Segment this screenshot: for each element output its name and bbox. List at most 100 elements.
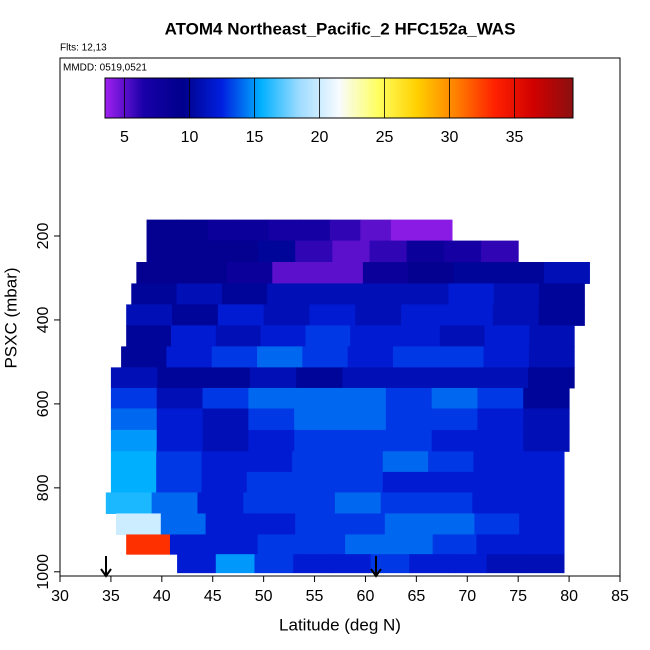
curtain-cell (110, 451, 157, 473)
y-tick-label: 800 (35, 474, 52, 501)
curtain-cell (160, 513, 207, 535)
x-tick-label: 30 (51, 588, 69, 605)
curtain-cell (176, 283, 223, 305)
curtain-cell (329, 219, 361, 242)
curtain-cell (221, 283, 268, 305)
curtain-cell (272, 262, 319, 284)
curtain-cell (294, 408, 341, 431)
curtain-cell (426, 492, 473, 514)
curtain-cell (382, 471, 429, 493)
curtain-cell (523, 387, 570, 410)
curtain-cell (211, 346, 258, 368)
curtain-cell (355, 304, 402, 326)
curtain-cell (384, 513, 431, 535)
curtain-cell (421, 219, 453, 242)
curtain-cell (110, 408, 158, 431)
curtain-cell (299, 219, 331, 242)
curtain-cell (268, 219, 300, 242)
curtain-cell (305, 325, 351, 347)
curtain-cell (493, 283, 540, 305)
curtain-cell (347, 346, 394, 368)
curtain-cell (197, 492, 244, 514)
curtain-cell (294, 387, 341, 410)
curtain-cell (431, 387, 478, 410)
curtain-cell (172, 304, 219, 326)
curtain-cell (529, 325, 575, 347)
curtain-cell (476, 534, 521, 555)
curtain-cell (295, 240, 333, 263)
curtain-cell (519, 513, 565, 535)
curtain-cell (382, 451, 429, 473)
curtain-cell (331, 554, 372, 574)
curtain-cell (523, 408, 570, 431)
chart-title: ATOM4 Northeast_Pacific_2 HFC152a_WAS (165, 19, 516, 38)
curtain-cell (136, 262, 183, 284)
curtain-cell (337, 471, 384, 493)
curtain-cell (483, 346, 530, 368)
curtain-cell (406, 240, 445, 263)
colorbar-tick-label: 10 (181, 129, 199, 146)
curtain-cell (492, 304, 540, 326)
curtain-cell (257, 346, 303, 368)
curtain-cell (342, 367, 390, 389)
curtain-cell (544, 262, 590, 284)
curtain-cell (340, 429, 387, 452)
curtain-cell (254, 554, 294, 574)
curtain-cell (116, 513, 162, 535)
curtain-cell (166, 346, 213, 368)
curtain-cell (403, 283, 449, 305)
curtain-cell (388, 367, 436, 389)
curtain-cell (205, 513, 251, 535)
curtain-cell (477, 429, 524, 452)
curtain-cell (439, 325, 486, 347)
plot-frame (59, 57, 621, 577)
subtitle: Flts: 12,13 (60, 43, 107, 54)
curtain-cell (408, 262, 455, 284)
curtain-cell (370, 554, 410, 574)
curtain-cell (390, 219, 422, 242)
curtain-cell (309, 304, 356, 326)
x-tick-label: 60 (357, 588, 375, 605)
curtain-cell (294, 429, 341, 452)
x-tick-label: 70 (458, 588, 476, 605)
curtain-cell (156, 471, 203, 493)
curtain-cell (213, 534, 259, 555)
curtain-cell (481, 240, 519, 263)
curtain-cell (177, 554, 217, 574)
curtain-cell (105, 492, 153, 514)
curtain-cell (215, 554, 255, 574)
curtain-cell (156, 408, 204, 431)
curtain-cell (126, 325, 172, 347)
curtain-cell (183, 240, 222, 263)
curtain-cell (435, 367, 483, 389)
x-tick-label: 80 (560, 588, 578, 605)
curtain-cell (312, 283, 359, 305)
colorbar-tick-label: 15 (246, 129, 264, 146)
arrow (370, 556, 382, 578)
curtain-cell (429, 513, 475, 535)
curtain-cell (181, 262, 228, 284)
curtain-cell (385, 387, 433, 410)
curtain-cell (428, 471, 474, 493)
x-tick-label: 65 (407, 588, 425, 605)
curtain-cell (523, 429, 570, 452)
curtain-cell (249, 367, 297, 389)
curtain-cell (203, 367, 251, 389)
curtain-cell (246, 451, 293, 473)
curtain-cell (334, 492, 382, 514)
curtain-cell (289, 492, 336, 514)
curtain-cell (302, 346, 349, 368)
curtain-cell (317, 262, 364, 284)
curtain-cell (481, 367, 529, 389)
curtain-cell (156, 387, 204, 410)
curtain-cell (248, 408, 295, 431)
curtain-cell (243, 492, 290, 514)
curtain-cell (453, 262, 500, 284)
curtain-cell (340, 408, 387, 431)
curtain-cell (126, 304, 173, 326)
curtain-cell (202, 429, 249, 452)
curtain-cell (151, 492, 198, 514)
curtain-cell (220, 240, 259, 263)
curtain-cell (472, 492, 519, 514)
